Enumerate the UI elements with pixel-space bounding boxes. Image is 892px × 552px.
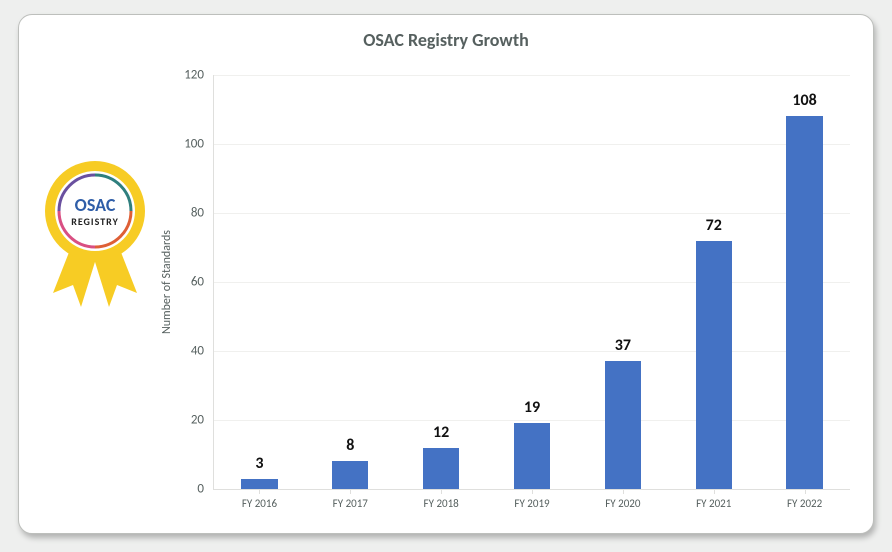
x-tick-mark bbox=[441, 489, 442, 494]
osac-registry-badge-icon: OSAC REGISTRY bbox=[37, 157, 153, 317]
x-tick-mark bbox=[532, 489, 533, 494]
bar-value-label: 3 bbox=[255, 454, 263, 473]
bar-value-label: 108 bbox=[792, 91, 816, 110]
bar-value-label: 19 bbox=[524, 398, 540, 417]
y-axis-label-container: Number of Standards bbox=[159, 75, 175, 489]
gridline bbox=[214, 213, 850, 214]
gridline bbox=[214, 420, 850, 421]
bar-value-label: 12 bbox=[433, 423, 449, 442]
x-tick-mark bbox=[714, 489, 715, 494]
gridline bbox=[214, 351, 850, 352]
y-tick-label: 40 bbox=[191, 344, 214, 359]
bar: 3 bbox=[241, 479, 277, 489]
bar: 19 bbox=[514, 423, 550, 489]
bar-value-label: 37 bbox=[615, 336, 631, 355]
bar-value-label: 8 bbox=[346, 436, 354, 455]
badge-text-line2: REGISTRY bbox=[71, 215, 119, 228]
x-tick-label: FY 2019 bbox=[514, 497, 549, 510]
x-tick-label: FY 2016 bbox=[242, 497, 277, 510]
bar: 108 bbox=[786, 116, 822, 489]
x-tick-label: FY 2020 bbox=[605, 497, 640, 510]
y-tick-label: 120 bbox=[184, 68, 214, 83]
x-tick-mark bbox=[350, 489, 351, 494]
chart-card: OSAC Registry Growth bbox=[18, 14, 874, 534]
x-tick-label: FY 2018 bbox=[424, 497, 459, 510]
y-axis-label: Number of Standards bbox=[160, 230, 174, 334]
plot-area: 0204060801001203FY 20168FY 201712FY 2018… bbox=[213, 75, 850, 490]
y-tick-label: 20 bbox=[191, 413, 214, 428]
page-background: OSAC Registry Growth bbox=[0, 0, 892, 552]
x-tick-mark bbox=[259, 489, 260, 494]
badge-text-line1: OSAC bbox=[75, 194, 116, 216]
bar-value-label: 72 bbox=[706, 216, 722, 235]
bar: 12 bbox=[423, 448, 459, 489]
y-tick-label: 100 bbox=[184, 137, 214, 152]
x-tick-label: FY 2021 bbox=[696, 497, 731, 510]
chart-title: OSAC Registry Growth bbox=[19, 29, 873, 51]
gridline bbox=[214, 75, 850, 76]
bar: 72 bbox=[696, 241, 732, 489]
x-tick-mark bbox=[805, 489, 806, 494]
y-tick-label: 60 bbox=[191, 275, 214, 290]
y-tick-label: 80 bbox=[191, 206, 214, 221]
x-tick-label: FY 2022 bbox=[787, 497, 822, 510]
x-tick-mark bbox=[623, 489, 624, 494]
y-tick-label: 0 bbox=[197, 482, 214, 497]
bar: 37 bbox=[605, 361, 641, 489]
gridline bbox=[214, 144, 850, 145]
x-tick-label: FY 2017 bbox=[333, 497, 368, 510]
bar: 8 bbox=[332, 461, 368, 489]
gridline bbox=[214, 282, 850, 283]
